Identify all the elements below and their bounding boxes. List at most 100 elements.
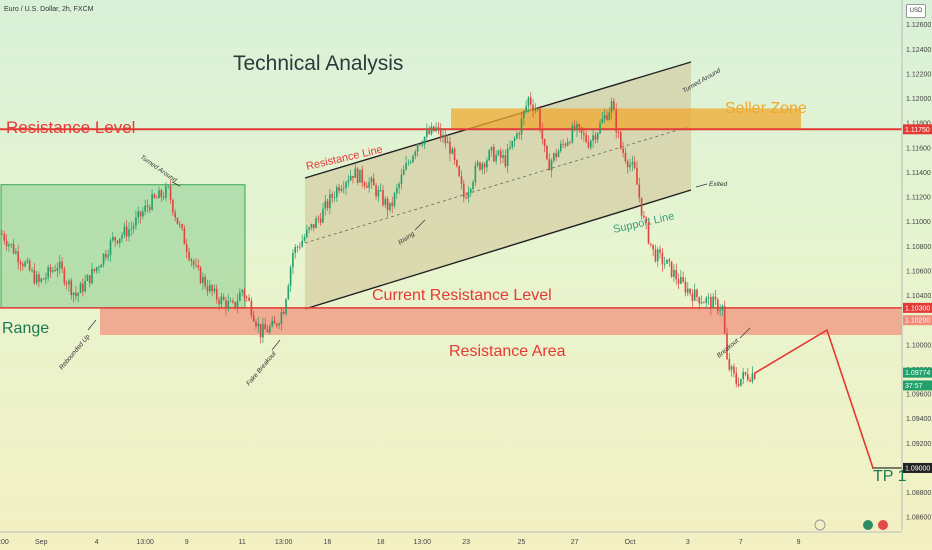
candle-body bbox=[481, 163, 484, 170]
candle-body bbox=[548, 159, 551, 171]
currency-button[interactable]: USD bbox=[906, 4, 926, 18]
candle-body bbox=[393, 193, 396, 206]
x-tick-label: 27 bbox=[571, 539, 579, 546]
candle-body bbox=[68, 280, 70, 285]
candle-body bbox=[88, 275, 91, 284]
candle-body bbox=[349, 175, 352, 181]
candle-body bbox=[543, 138, 546, 147]
price-mark bbox=[903, 124, 932, 135]
candle-body bbox=[95, 267, 98, 272]
x-tick-label: 13:00 bbox=[275, 539, 293, 546]
candle-body bbox=[199, 267, 202, 284]
candle-body bbox=[659, 249, 661, 253]
candles bbox=[1, 92, 756, 388]
resistance-area-box bbox=[100, 307, 902, 335]
y-tick-label: 1.10400 bbox=[906, 293, 931, 300]
candle-body bbox=[56, 268, 59, 271]
candle-body bbox=[49, 267, 52, 272]
candle-body bbox=[536, 109, 539, 110]
candle-body bbox=[178, 224, 181, 225]
x-tick-label: 13:00 bbox=[413, 539, 431, 546]
channel-midline bbox=[304, 125, 692, 244]
candle-body bbox=[428, 130, 430, 134]
candle-body bbox=[172, 199, 174, 213]
projection-arrow bbox=[754, 328, 874, 469]
price-mark-label: 1.10200 bbox=[905, 318, 930, 325]
x-tick-label: 7 bbox=[739, 539, 743, 546]
candle-body bbox=[331, 194, 333, 198]
candle-body bbox=[386, 198, 389, 210]
candle-body bbox=[559, 143, 562, 152]
price-mark-label: 1.11750 bbox=[905, 127, 930, 134]
candle-body bbox=[594, 135, 597, 140]
candle-body bbox=[19, 262, 22, 265]
candle-body bbox=[389, 202, 391, 210]
candle-body bbox=[209, 285, 211, 292]
candle-body bbox=[668, 259, 671, 262]
candle-body bbox=[476, 162, 479, 166]
candle-body bbox=[673, 270, 675, 277]
candle-body bbox=[610, 101, 613, 113]
candle-body bbox=[310, 224, 313, 228]
fake-breakout-note: Fake Breakout bbox=[245, 349, 278, 387]
y-axis: 1.12600 1.12400 1.12200 1.12000 1.11800 1.116… bbox=[906, 22, 931, 522]
candle-body bbox=[423, 136, 426, 145]
candle-body bbox=[188, 251, 190, 260]
x-tick-label: Sep bbox=[35, 539, 48, 546]
flag-icon[interactable] bbox=[878, 520, 888, 530]
candle-body bbox=[130, 228, 133, 230]
candle-body bbox=[587, 141, 590, 148]
candle-body bbox=[273, 320, 276, 324]
resistance-area-label: Resistance Area bbox=[449, 343, 566, 360]
fake-breakout-arrow bbox=[271, 339, 281, 351]
seller-zone-box bbox=[451, 108, 801, 130]
candle-body bbox=[264, 324, 267, 330]
candle-body bbox=[516, 133, 518, 139]
candle-body bbox=[613, 101, 615, 110]
candle-body bbox=[707, 297, 710, 299]
candle-body bbox=[128, 229, 130, 237]
candle-body bbox=[396, 187, 398, 194]
candle-body bbox=[677, 279, 680, 284]
y-tick-label: 1.08800 bbox=[906, 490, 931, 497]
candle-body bbox=[746, 374, 749, 380]
eye-icon[interactable] bbox=[863, 520, 873, 530]
candle-body bbox=[329, 194, 331, 208]
candle-body bbox=[303, 237, 306, 241]
candle-body bbox=[416, 143, 419, 152]
rebounded-up-note: Rebounded Up bbox=[58, 333, 92, 371]
candle-body bbox=[631, 161, 634, 165]
candle-body bbox=[682, 277, 684, 282]
candle-body bbox=[553, 153, 555, 161]
y-tick-label: 1.12200 bbox=[906, 71, 931, 78]
candle-body bbox=[61, 261, 63, 269]
candle-body bbox=[229, 300, 232, 302]
candle-body bbox=[585, 134, 587, 142]
candle-body bbox=[550, 160, 553, 171]
candle-body bbox=[493, 146, 495, 162]
candle-body bbox=[241, 289, 243, 293]
candle-body bbox=[335, 187, 338, 198]
candle-body bbox=[45, 277, 47, 280]
tp1-label: TP 1 bbox=[873, 468, 907, 485]
x-tick-label: 4 bbox=[95, 539, 99, 546]
candle-body bbox=[626, 161, 629, 168]
candle-body bbox=[509, 147, 511, 149]
candle-body bbox=[155, 197, 158, 199]
candle-body bbox=[322, 208, 324, 223]
candle-body bbox=[234, 302, 237, 308]
candle-body bbox=[305, 229, 308, 238]
candle-body bbox=[412, 155, 414, 163]
lightning-icon[interactable] bbox=[814, 519, 826, 531]
candle-body bbox=[301, 240, 303, 247]
candle-body bbox=[139, 211, 142, 217]
candle-body bbox=[624, 152, 627, 162]
candle-body bbox=[705, 298, 708, 303]
candle-body bbox=[285, 299, 287, 314]
candle-body bbox=[287, 285, 290, 300]
candle-body bbox=[340, 188, 343, 191]
candle-body bbox=[232, 300, 234, 303]
price-mark bbox=[903, 367, 932, 378]
candle-body bbox=[566, 142, 569, 146]
